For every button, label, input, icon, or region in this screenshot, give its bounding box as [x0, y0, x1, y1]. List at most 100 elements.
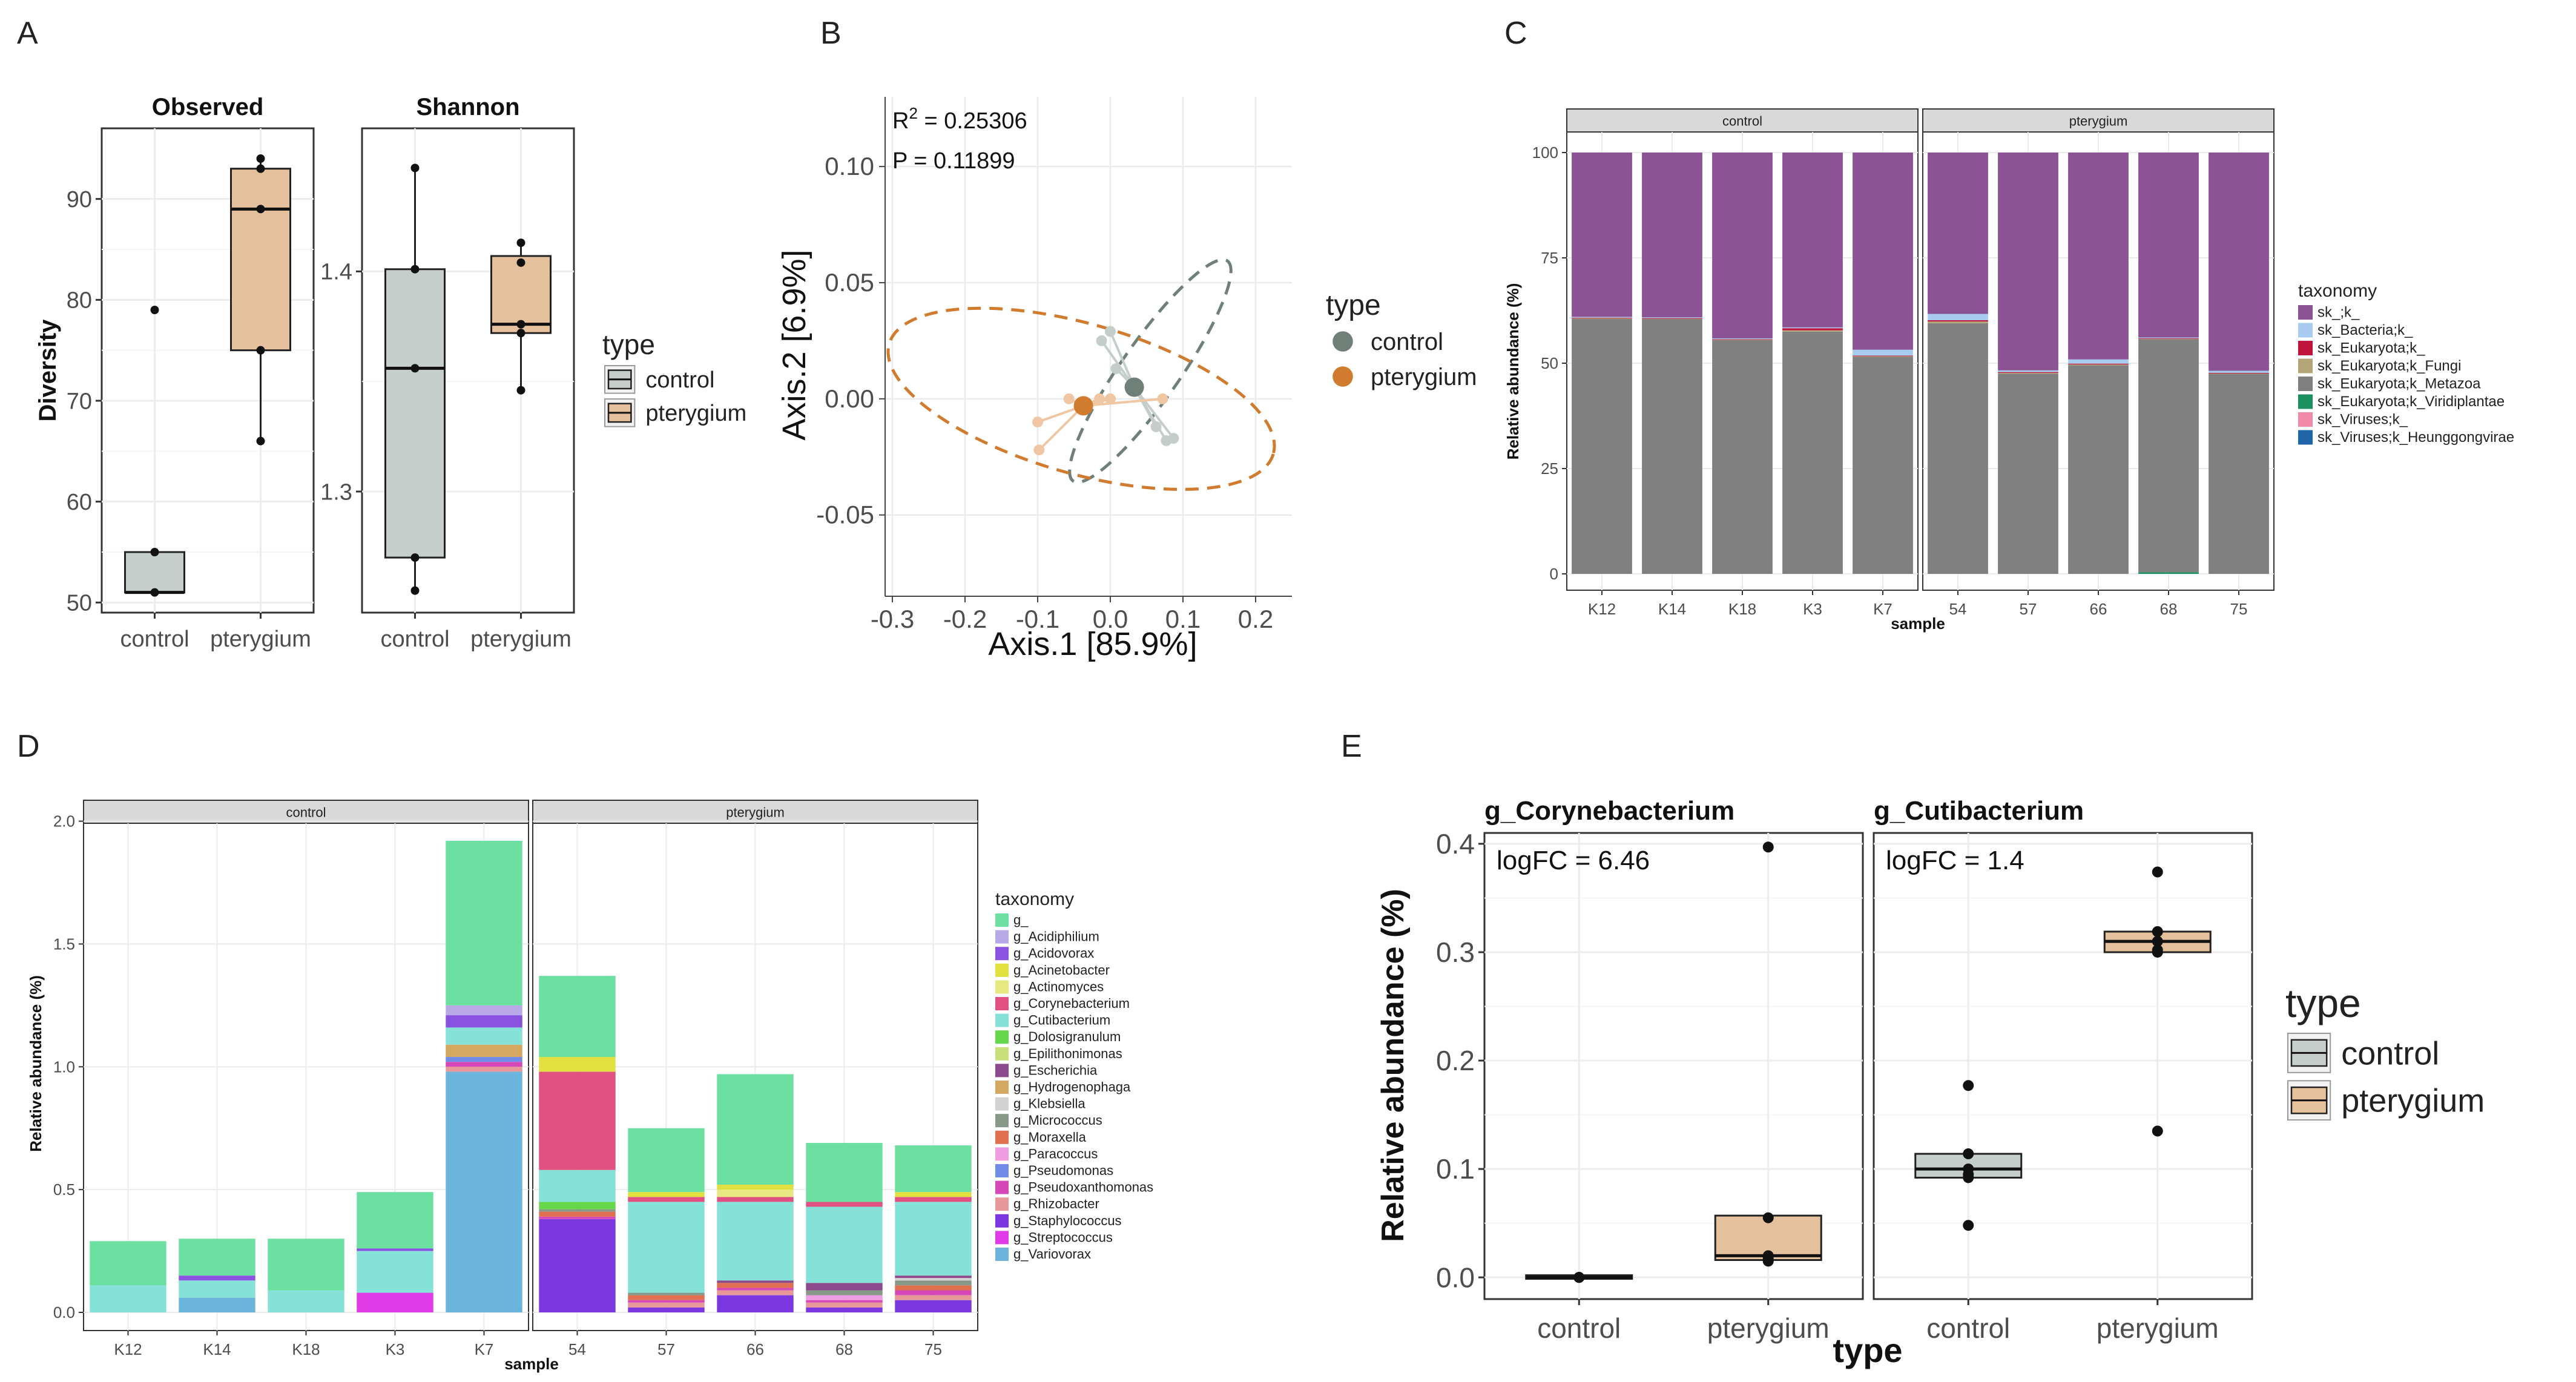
data-point-control: [1105, 326, 1116, 337]
bar-segment: [1642, 317, 1702, 318]
data-point: [516, 386, 525, 395]
bar-segment: [717, 1290, 794, 1295]
data-point: [2152, 926, 2163, 937]
x-tick-label: 57: [657, 1340, 675, 1358]
x-tick-label: control: [1926, 1312, 2010, 1344]
bar-segment: [1642, 153, 1702, 318]
legend-swatch: [2298, 377, 2313, 391]
data-point: [1963, 1169, 1974, 1180]
bar-segment: [628, 1302, 705, 1308]
legend-swatch: [995, 1030, 1009, 1044]
legend-entry-control: control: [1371, 329, 1443, 355]
x-tick-label: 0.2: [1238, 605, 1273, 633]
legend-swatch: [995, 947, 1009, 961]
x-tick-label: 68: [835, 1340, 853, 1358]
bar-segment: [2138, 338, 2199, 340]
legend-entry: g_Pseudoxanthomonas: [1013, 1180, 1153, 1195]
stat-r2: R2 = 0.25306: [892, 104, 1027, 134]
legend-title: taxonomy: [995, 889, 1074, 909]
legend-entry: g_Epilithonimonas: [1013, 1046, 1122, 1061]
bar-segment: [1712, 153, 1773, 338]
data-point: [2152, 1125, 2163, 1137]
x-tick-label: 75: [924, 1340, 942, 1358]
logfc-annotation: logFC = 1.4: [1886, 846, 2024, 875]
data-point-pterygium: [1157, 393, 1168, 404]
x-tick-label: 75: [2230, 600, 2248, 618]
bar-segment: [628, 1202, 705, 1293]
bar-segment: [539, 1202, 616, 1209]
legend-entry: g_Paracoccus: [1013, 1146, 1098, 1161]
data-point: [516, 258, 525, 267]
bar-segment: [446, 1071, 522, 1312]
bar-segment: [2138, 153, 2199, 338]
bar-segment: [895, 1280, 972, 1286]
data-point: [410, 586, 420, 595]
bar-segment: [628, 1192, 705, 1197]
bar-segment: [179, 1239, 255, 1276]
data-point-pterygium: [1094, 393, 1105, 404]
x-axis-title: sample: [504, 1355, 559, 1373]
legend-swatch: [995, 1130, 1009, 1144]
ellipse-control: [1068, 258, 1233, 484]
data-point: [516, 320, 525, 329]
bar-segment: [2209, 153, 2269, 371]
bar-segment: [806, 1202, 883, 1207]
legend-swatch: [995, 1214, 1009, 1228]
x-tick-label: -0.1: [1016, 605, 1059, 633]
bar-segment: [895, 1145, 972, 1193]
legend-swatch: [2298, 341, 2313, 355]
legend-panel-a: type control pterygium: [602, 329, 746, 427]
bar-segment: [806, 1302, 883, 1308]
legend-swatch: [995, 1180, 1009, 1194]
legend-swatch: [995, 1064, 1009, 1078]
y-tick-label: 0.0: [53, 1303, 75, 1321]
data-point-control: [1110, 363, 1122, 374]
bar-segment: [1928, 314, 1988, 321]
legend-swatch: [995, 930, 1009, 944]
y-tick-label: 0.5: [53, 1180, 75, 1199]
legend-swatch: [995, 1231, 1009, 1245]
data-point: [516, 239, 525, 248]
legend-entry: sk_Eukaryota;k_Viridiplantae: [2317, 393, 2505, 410]
legend-swatch: [2298, 412, 2313, 427]
x-tick-label: K14: [1658, 600, 1686, 618]
bar-segment: [1712, 339, 1773, 340]
bar-segment: [268, 1239, 344, 1291]
data-point: [410, 364, 420, 373]
bar-segment: [1572, 318, 1632, 319]
legend-entry: sk_Eukaryota;k_Fungi: [2317, 358, 2461, 374]
legend-swatch: [995, 1147, 1009, 1161]
bar-segment: [895, 1197, 972, 1202]
legend-entry: sk_Viruses;k_Heunggongvirae: [2317, 429, 2514, 446]
bar-segment: [357, 1292, 433, 1312]
data-point: [150, 548, 159, 556]
y-axis-title: Axis.2 [6.9%]: [776, 249, 812, 440]
bar-segment: [539, 1209, 616, 1212]
bar-segment: [446, 1067, 522, 1072]
y-tick-label: 50: [67, 591, 92, 616]
bar-segment: [895, 1278, 972, 1281]
data-point-pterygium: [1063, 393, 1075, 404]
data-point: [150, 306, 159, 314]
legend-swatch: [2298, 394, 2313, 409]
data-point: [1762, 1212, 1774, 1223]
legend-title: type: [1326, 289, 1381, 321]
panel-label: D: [17, 729, 40, 764]
legend-swatch: [2298, 430, 2313, 445]
spoke: [1038, 404, 1085, 451]
bar-segment: [806, 1295, 883, 1300]
legend-entry-control: control: [2341, 1035, 2439, 1071]
bar-segment: [895, 1285, 972, 1291]
y-axis-title: Relative abundance (%): [1504, 283, 1522, 460]
centroid-control: [1124, 377, 1144, 397]
legend-entry: g_Klebsiella: [1013, 1096, 1085, 1111]
bar-segment: [1572, 318, 1632, 574]
y-tick-label: 70: [67, 389, 92, 414]
legend-entry-control: control: [645, 367, 714, 393]
panel-b-pcoa: -0.3 -0.2 -0.1 0.0 0.1 0.2 -0.05 0.00 0.05 0.10 R2…: [776, 97, 1292, 662]
facet-label: control: [286, 805, 326, 820]
bar-segment: [895, 1192, 972, 1197]
legend-entry: g_Escherichia: [1013, 1062, 1098, 1078]
facet-strip: [83, 800, 529, 824]
box-pterygium: [230, 168, 291, 352]
